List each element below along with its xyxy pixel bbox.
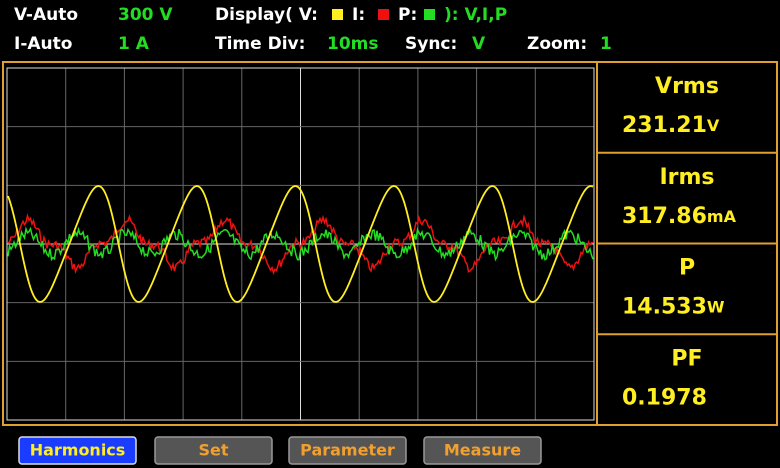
- button[interactable]: [154, 436, 273, 465]
- reading-label: Vrms: [655, 74, 719, 99]
- i-range-label: I-Auto: [14, 34, 72, 54]
- display-value: ): V,I,P: [444, 5, 507, 25]
- reading-label: Irms: [659, 165, 714, 190]
- reading-label: P: [679, 256, 695, 281]
- i-range: 1 A: [118, 34, 150, 54]
- sync: V: [472, 34, 486, 54]
- display-label: Display( V:: [215, 5, 318, 25]
- button-label[interactable]: Parameter: [300, 441, 395, 460]
- reading-number: 317.86: [622, 204, 707, 229]
- p-swatch: [424, 9, 435, 20]
- reading-unit: W: [707, 297, 725, 316]
- display-p: P:: [398, 5, 417, 25]
- reading-number: 14.533: [622, 295, 707, 320]
- reading-value: 14.533W: [622, 295, 725, 320]
- reading-value: 317.86mA: [622, 204, 737, 229]
- waveforms: [7, 185, 594, 303]
- zoom-label: Zoom:: [527, 34, 587, 54]
- button-label[interactable]: Harmonics: [30, 441, 126, 460]
- button-label[interactable]: Set: [198, 441, 228, 460]
- power-wave: [7, 226, 594, 262]
- zoom: 1: [600, 34, 612, 54]
- reading-unit: V: [707, 116, 720, 135]
- button[interactable]: [18, 436, 137, 465]
- v-range: 300 V: [118, 5, 173, 25]
- v-range-label: V-Auto: [14, 5, 78, 25]
- button[interactable]: [288, 436, 407, 465]
- reading-label: PF: [671, 346, 702, 371]
- reading-unit: mA: [707, 206, 737, 225]
- i-swatch: [378, 9, 389, 20]
- reading-number: 231.21: [622, 113, 707, 138]
- button-bar: Harmonics Set Parameter Measure: [18, 436, 542, 465]
- readings-panel: Vrms 231.21V Irms 317.86mA P 14.533W PF 0.1978: [597, 74, 777, 410]
- time-div: 10ms: [327, 34, 379, 54]
- voltage-wave: [7, 185, 594, 303]
- reading-value: 0.1978: [622, 385, 707, 410]
- current-wave: [8, 213, 594, 276]
- grid-border: [6, 67, 595, 421]
- button-label[interactable]: Measure: [444, 441, 521, 460]
- reading-number: 0.1978: [622, 385, 707, 410]
- button[interactable]: [423, 436, 542, 465]
- time-div-label: Time Div:: [215, 34, 305, 54]
- display-i: I:: [352, 5, 365, 25]
- reading-value: 231.21V: [622, 113, 720, 138]
- v-swatch: [332, 9, 343, 20]
- sync-label: Sync:: [405, 34, 457, 54]
